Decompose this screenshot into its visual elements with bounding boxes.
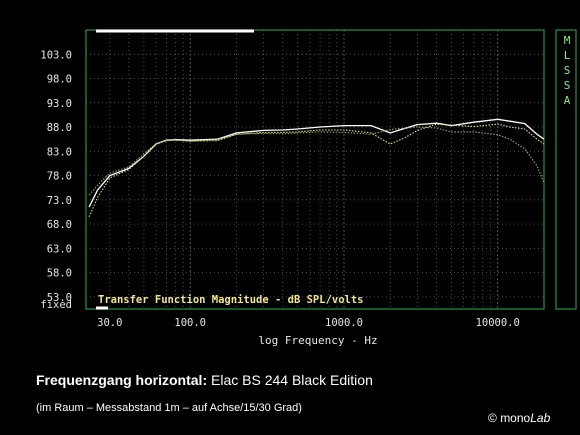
x-tick-label: 10000.0 — [476, 317, 520, 329]
series-line-2 — [88, 123, 545, 218]
y-fixed-label: fixed — [40, 299, 72, 311]
x-tick-label: 100.0 — [174, 317, 206, 329]
y-tick-label: 83.0 — [47, 146, 72, 158]
y-tick-label: 78.0 — [47, 171, 72, 183]
y-tick-label: 98.0 — [47, 74, 72, 86]
chart-title: Transfer Function Magnitude - dB SPL/vol… — [98, 294, 364, 306]
copyright-symbol: © — [488, 411, 497, 425]
series-line-3 — [88, 126, 545, 196]
y-tick-label: 53.0 — [47, 292, 72, 304]
credit-lab: Lab — [530, 411, 551, 425]
credit: © monoLab — [488, 411, 550, 425]
y-tick-label: 88.0 — [47, 122, 72, 134]
y-tick-label: 103.0 — [40, 49, 72, 61]
x-tick-label: 1000.0 — [325, 317, 363, 329]
x-tick-labels: 30.0 100.0 1000.0 10000.0 — [97, 317, 520, 329]
y-tick-label: 63.0 — [47, 243, 72, 255]
caption-title: Frequenzgang horizontal: — [36, 372, 208, 388]
brand-letter: L — [564, 49, 571, 62]
caption-subtitle: (im Raum – Messabstand 1m – auf Achse/15… — [36, 402, 302, 414]
y-tick-label: 68.0 — [47, 219, 72, 231]
brand-box — [555, 29, 577, 310]
series-group — [88, 118, 545, 218]
brand-letter: M — [564, 34, 571, 47]
y-tick-label: 93.0 — [47, 98, 72, 110]
caption: Frequenzgang horizontal: Elac BS 244 Bla… — [36, 372, 373, 388]
y-tick-labels: 103.0 98.0 93.0 88.0 83.0 78.0 73.0 68.0 63.0 58.… — [40, 49, 72, 304]
x-axis-label: log Frequency - Hz — [258, 334, 377, 347]
brand-letter: S — [564, 79, 571, 92]
y-tick-label: 58.0 — [47, 268, 72, 280]
brand-letter: A — [564, 94, 571, 107]
x-tick-label: 30.0 — [97, 317, 122, 329]
brand-letter: S — [564, 64, 571, 77]
y-tick-label: 73.0 — [47, 195, 72, 207]
credit-mono: mono — [500, 411, 531, 425]
caption-subject: Elac BS 244 Black Edition — [211, 372, 373, 388]
plot-frame — [85, 29, 545, 310]
grid — [86, 30, 545, 309]
